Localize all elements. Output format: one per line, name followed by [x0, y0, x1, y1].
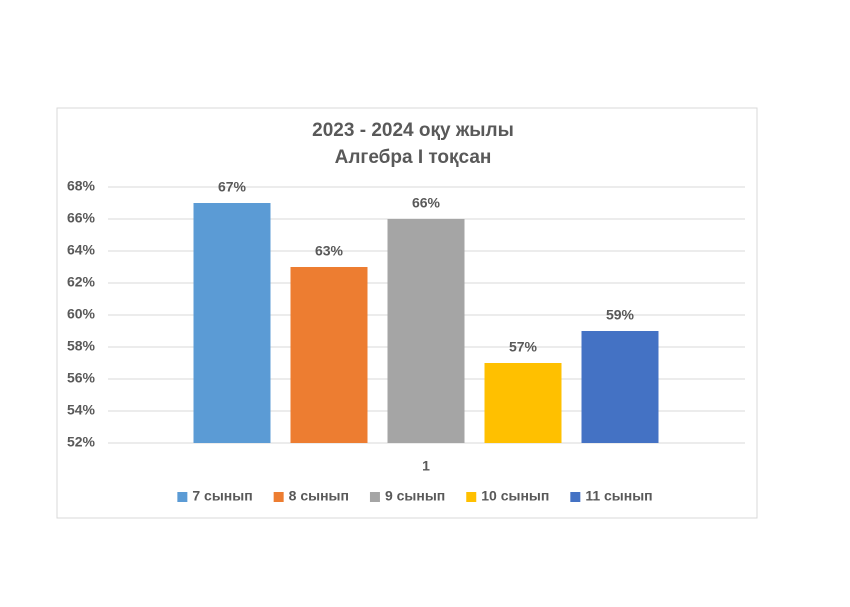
bar — [387, 219, 465, 443]
bar — [484, 363, 562, 443]
y-tick-label: 54% — [67, 402, 96, 418]
chart-subtitle: Алгебра I тоқсан — [335, 147, 492, 168]
y-tick-label: 64% — [67, 242, 96, 258]
chart-title: 2023 - 2024 оқу жылы — [312, 120, 514, 141]
legend-label: 10 сынып — [481, 488, 549, 504]
legend-swatch — [177, 492, 188, 502]
legend-label: 8 сынып — [289, 488, 349, 504]
data-label: 67% — [218, 179, 247, 195]
bar — [290, 267, 368, 443]
bar — [581, 331, 659, 443]
legend-label: 7 сынып — [192, 488, 252, 504]
data-label: 59% — [606, 307, 635, 323]
data-label: 63% — [315, 243, 344, 259]
bar — [193, 203, 271, 443]
y-tick-label: 66% — [67, 210, 96, 226]
x-tick-label: 1 — [422, 458, 430, 474]
y-tick-label: 60% — [67, 306, 96, 322]
legend-swatch — [466, 492, 477, 502]
legend-swatch — [570, 492, 581, 502]
y-tick-label: 58% — [67, 338, 96, 354]
data-label: 57% — [509, 339, 538, 355]
y-tick-label: 52% — [67, 434, 96, 450]
legend-label: 11 сынып — [585, 488, 652, 504]
legend-label: 9 сынып — [385, 488, 445, 504]
legend-swatch — [369, 492, 380, 502]
legend-swatch — [273, 492, 284, 502]
y-tick-label: 62% — [67, 274, 96, 290]
y-tick-label: 68% — [67, 178, 96, 194]
data-label: 66% — [412, 195, 441, 211]
y-tick-label: 56% — [67, 370, 96, 386]
